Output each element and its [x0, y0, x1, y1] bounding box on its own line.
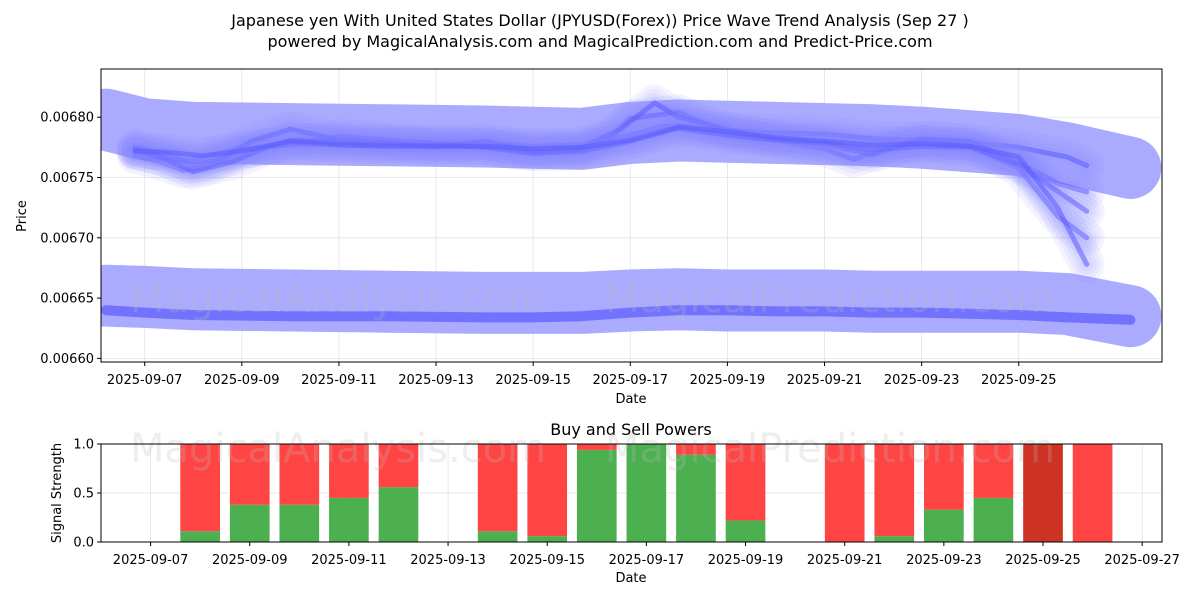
price-x-tick-label: 2025-09-11	[301, 373, 377, 388]
price-x-tick-label: 2025-09-09	[204, 373, 280, 388]
buy-bar	[973, 497, 1014, 542]
buy-bar	[924, 509, 964, 542]
watermark-prediction-bottom: MagicalPrediction.com	[605, 426, 1055, 472]
sell-bar	[229, 444, 270, 505]
price-wave-3	[132, 100, 1090, 195]
signal-x-tick-label: 2025-09-17	[609, 553, 685, 568]
signal-x-tick-label: 2025-09-13	[410, 553, 486, 568]
signal-x-tick-label: 2025-09-21	[807, 553, 883, 568]
signal-chart-title: Buy and Sell Powers	[550, 420, 712, 439]
price-wave-5	[132, 124, 1090, 267]
sell-bar	[1072, 444, 1113, 542]
signal-y-tick-label: 0.0	[73, 536, 94, 551]
buy-bar	[626, 444, 667, 542]
signal-x-tick-label: 2025-09-25	[1005, 553, 1081, 568]
price-wave-lower	[101, 305, 1136, 325]
sell-bar	[924, 444, 964, 510]
price-plot-frame	[100, 68, 1163, 363]
sell-bar	[576, 444, 617, 450]
signal-y-ticks: 0.0 0.5 1.0	[73, 438, 101, 551]
buy-bar	[229, 504, 270, 542]
price-x-tick-label: 2025-09-19	[690, 373, 766, 388]
sell-bar	[329, 444, 369, 498]
chart-title-line2: powered by MagicalAnalysis.com and Magic…	[267, 32, 932, 51]
price-waves	[101, 84, 1136, 325]
price-x-tick-label: 2025-09-13	[398, 373, 474, 388]
sell-bar	[725, 444, 766, 521]
price-lower-band	[101, 264, 1162, 348]
signal-x-tick-label: 2025-09-23	[906, 553, 982, 568]
signal-x-label: Date	[615, 571, 646, 586]
sell-bar	[824, 444, 865, 542]
signal-y-label: Signal Strength	[50, 443, 65, 543]
signal-x-tick-label: 2025-09-07	[113, 553, 189, 568]
signal-x-tick-label: 2025-09-11	[311, 553, 387, 568]
price-y-tick-label: 0.00670	[40, 231, 94, 246]
signal-x-tick-label: 2025-09-15	[509, 553, 585, 568]
price-y-tick-label: 0.00660	[40, 352, 94, 367]
price-wave-3	[129, 96, 1093, 198]
buy-bar	[477, 531, 518, 542]
buy-bar	[527, 536, 568, 542]
buy-bar	[378, 487, 419, 542]
sell-bar	[378, 444, 419, 488]
price-wave-3	[117, 84, 1105, 210]
price-x-ticks: 2025-09-07 2025-09-09 2025-09-11 2025-09-13…	[107, 362, 1057, 388]
watermark-analysis-bottom: MagicalAnalysis.com	[130, 426, 546, 472]
price-x-label: Date	[615, 392, 646, 407]
chart-title-line1: Japanese yen With United States Dollar (…	[230, 11, 968, 30]
sell-bar	[180, 444, 220, 532]
price-x-tick-label: 2025-09-07	[107, 373, 183, 388]
sell-bar	[874, 444, 915, 537]
buy-bar	[725, 520, 766, 542]
sell-bar	[477, 444, 518, 532]
price-x-tick-label: 2025-09-15	[495, 373, 571, 388]
price-wave-3	[121, 88, 1101, 206]
buy-bar	[279, 504, 320, 542]
sell-bar	[973, 444, 1014, 498]
sell-bar	[1023, 444, 1063, 542]
sell-bar	[676, 444, 716, 455]
signal-y-tick-label: 0.5	[73, 487, 94, 502]
price-y-ticks: 0.00660 0.00665 0.00670 0.00675 0.00680	[40, 111, 101, 367]
price-x-tick-label: 2025-09-23	[884, 373, 960, 388]
price-x-tick-label: 2025-09-17	[593, 373, 669, 388]
buy-bar	[576, 449, 617, 542]
sell-bar	[527, 444, 568, 537]
watermark-analysis-top: MagicalAnalysis.com	[130, 276, 546, 322]
price-y-label: Price	[15, 200, 30, 232]
sell-bar	[279, 444, 320, 505]
buy-bar	[676, 454, 716, 542]
price-x-tick-label: 2025-09-25	[981, 373, 1057, 388]
signal-x-ticks: 2025-09-07 2025-09-09 2025-09-11 2025-09-13…	[113, 542, 1180, 568]
signal-chart: Buy and Sell Powers MagicalAnalysis.com …	[50, 420, 1180, 586]
price-y-tick-label: 0.00665	[40, 292, 94, 307]
watermark-prediction-top: MagicalPrediction.com	[605, 276, 1055, 322]
buy-bar	[180, 531, 220, 542]
price-x-tick-label: 2025-09-21	[787, 373, 863, 388]
price-wave-3	[125, 92, 1097, 202]
price-wave-5	[129, 120, 1093, 271]
price-wave-5	[121, 112, 1101, 279]
signal-x-tick-label: 2025-09-27	[1104, 553, 1180, 568]
price-wave-5	[125, 116, 1097, 275]
buy-bar	[874, 536, 915, 542]
price-y-tick-label: 0.00675	[40, 171, 94, 186]
price-y-tick-label: 0.00680	[40, 111, 94, 126]
signal-x-tick-label: 2025-09-09	[212, 553, 288, 568]
buy-bar	[329, 497, 369, 542]
price-wave-5	[117, 108, 1105, 283]
signal-bars	[180, 444, 1113, 542]
signal-y-tick-label: 1.0	[73, 438, 94, 453]
signal-x-tick-label: 2025-09-19	[708, 553, 784, 568]
price-chart: MagicalAnalysis.com MagicalPrediction.co…	[15, 68, 1163, 407]
